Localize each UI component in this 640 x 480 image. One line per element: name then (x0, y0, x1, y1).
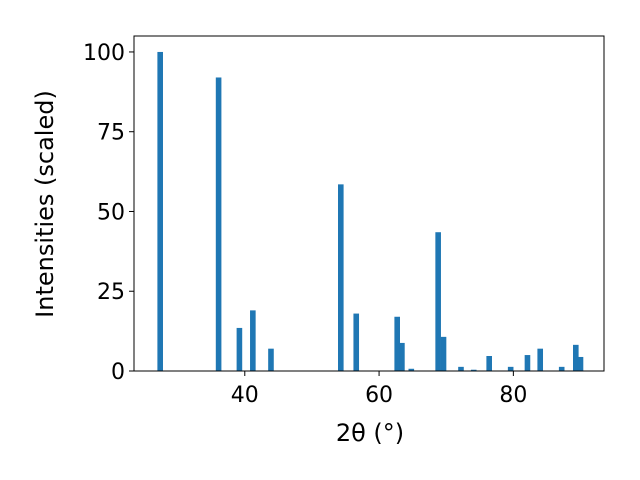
bar (157, 51, 163, 371)
bar (524, 355, 531, 371)
bars (157, 51, 584, 371)
bar (558, 366, 565, 371)
x-tick-label: 60 (365, 383, 393, 408)
y-axis-label: Intensities (scaled) (31, 90, 59, 318)
bar (399, 342, 405, 371)
bar (338, 184, 344, 371)
bar (268, 348, 274, 371)
bar (470, 369, 477, 371)
y-tick-label: 25 (97, 280, 125, 305)
bar (250, 310, 256, 371)
bar (435, 232, 441, 371)
y-tick-label: 75 (97, 121, 125, 146)
bar (486, 356, 492, 371)
bar (353, 313, 360, 371)
y-tick-label: 100 (83, 41, 125, 66)
plot-frame (133, 35, 605, 372)
bar (573, 344, 579, 371)
x-axis-ticks: 40 60 80 (231, 371, 527, 408)
y-tick-label: 0 (111, 360, 125, 385)
bar (440, 336, 447, 371)
y-tick-label: 50 (97, 200, 125, 225)
x-axis-label: 2θ (°) (336, 419, 404, 447)
bar (577, 356, 584, 371)
bar (215, 77, 222, 371)
x-tick-label: 40 (231, 383, 259, 408)
y-axis-ticks: 0 25 50 75 100 (83, 41, 134, 385)
bar (507, 366, 514, 371)
bar (394, 316, 400, 371)
bar (236, 327, 243, 371)
bar (408, 368, 415, 371)
bar (537, 348, 544, 371)
x-tick-label: 80 (499, 383, 527, 408)
bar (458, 366, 464, 371)
